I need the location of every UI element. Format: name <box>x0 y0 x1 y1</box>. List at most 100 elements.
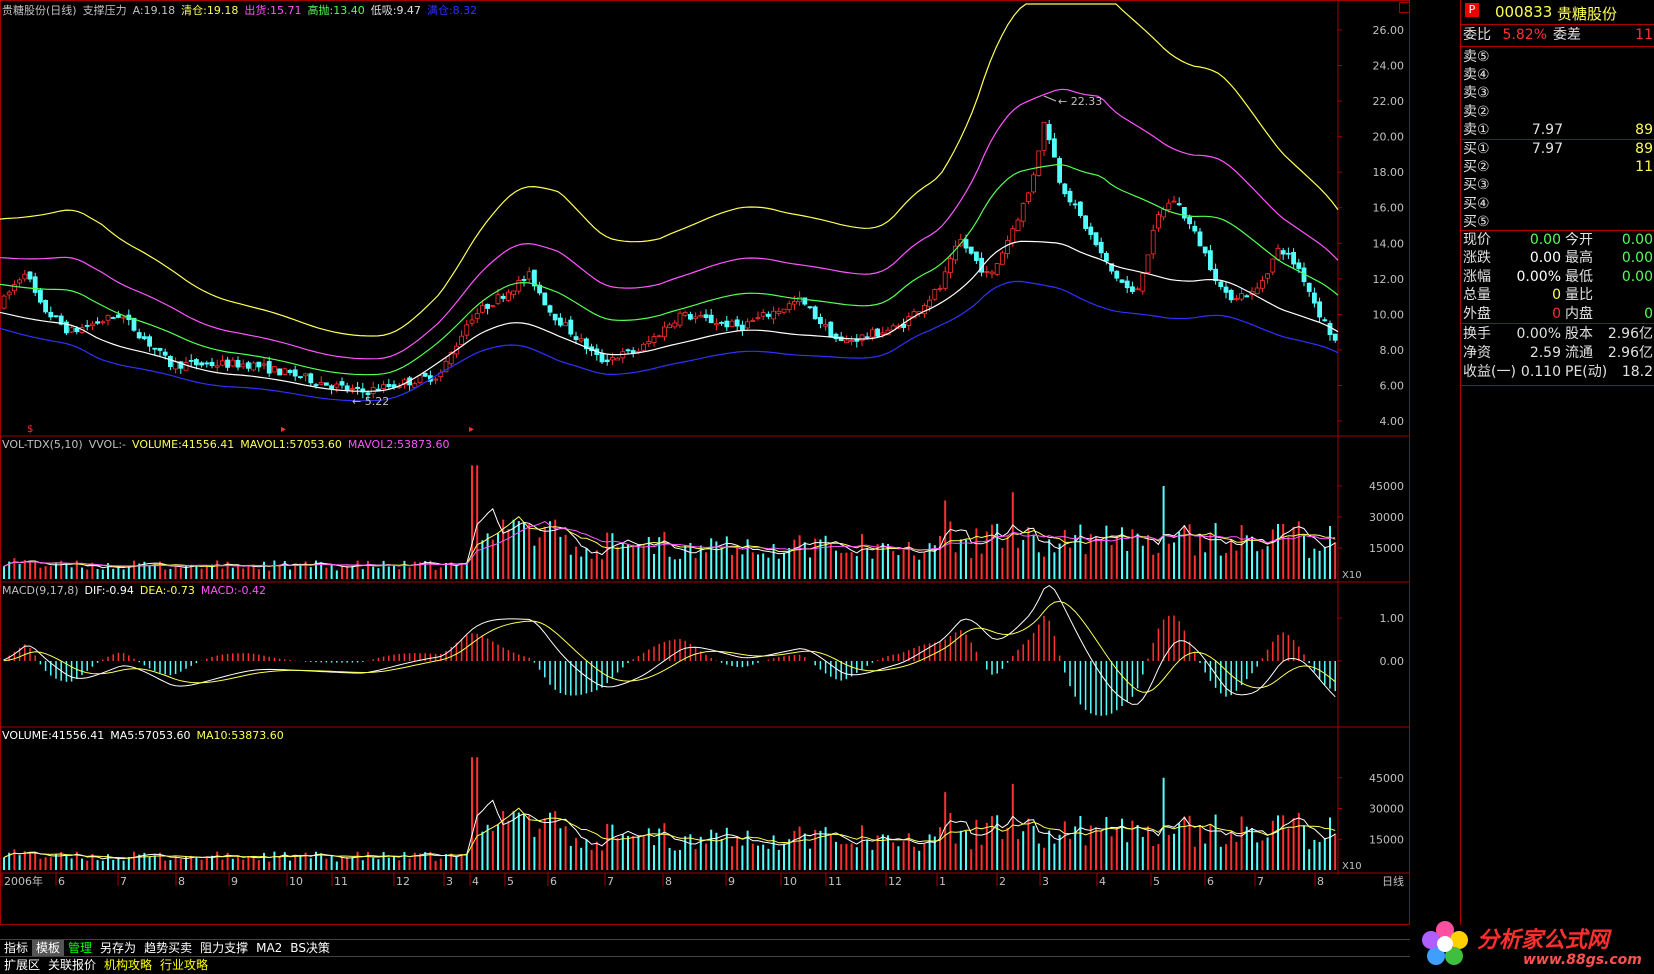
macd-tick-label: 0.00 <box>1380 655 1405 668</box>
price-tick-label: 18.00 <box>1373 166 1405 179</box>
candle-body <box>1254 287 1260 295</box>
indicator-tab-7[interactable]: BS决策 <box>290 941 330 955</box>
logo-text: 分析家公式网 <box>1477 928 1610 953</box>
candle-body <box>1109 263 1114 272</box>
candle-body <box>1176 203 1182 206</box>
candle-body <box>1130 286 1135 293</box>
vol-tick-label: 30000 <box>1369 511 1404 524</box>
candle-body <box>511 290 517 295</box>
vol-ma-line <box>3 507 1336 569</box>
extension-tab-1[interactable]: 关联报价 <box>48 958 97 972</box>
candle-body <box>901 323 906 328</box>
candle-body <box>719 322 724 324</box>
indicator-tab-2[interactable]: 管理 <box>68 941 93 955</box>
candle-body <box>766 313 771 317</box>
time-tick-label: 12 <box>888 875 902 888</box>
stat-label-2: 量比 <box>1565 287 1593 304</box>
stat-value-2: 0.00 <box>1621 232 1653 248</box>
candle-body <box>1296 262 1302 269</box>
time-tick-label: 8 <box>178 875 185 888</box>
candle-body <box>911 311 917 319</box>
price-tick-label: 8.00 <box>1380 344 1405 357</box>
share-value-2: 18.2 <box>1621 364 1653 380</box>
stat-value: 0.00 <box>1529 250 1561 267</box>
candle-body <box>11 284 17 292</box>
kline-chart-area[interactable]: 26.0024.0022.0020.0018.0016.0014.0012.00… <box>0 0 1410 925</box>
indicator-tab-0[interactable]: 指标 <box>4 941 29 955</box>
candle-body <box>1239 293 1244 300</box>
vol-header: VOL-TDX(5,10) VVOL:- VOLUME:41556.41 MAVOL1… <box>2 438 456 451</box>
candle-body <box>864 336 870 339</box>
candle-body <box>1197 231 1203 247</box>
candle-body <box>64 321 69 334</box>
candle-body <box>292 369 298 377</box>
share-value: 0.110 <box>1520 364 1561 380</box>
stock-name: 贵糖股份 <box>1557 5 1618 23</box>
candle-body <box>1119 279 1125 283</box>
candle-body <box>948 258 953 274</box>
candle-body <box>1260 280 1265 289</box>
indicator-name: 支撑压力 <box>82 4 127 17</box>
stat-value: 0 <box>1552 305 1561 322</box>
indicator-tab-3[interactable]: 另存为 <box>100 941 137 955</box>
window-restore-button[interactable] <box>1399 2 1410 13</box>
candle-body <box>43 300 48 313</box>
indicator-tab-4[interactable]: 趋势买卖 <box>144 941 193 955</box>
candle-body <box>584 338 589 350</box>
price-tick-label: 12.00 <box>1373 273 1405 286</box>
stat-label-2: 内盘 <box>1565 305 1593 322</box>
candle-body <box>532 269 537 287</box>
candle-body <box>1 295 7 309</box>
indicator-tab-6[interactable]: MA2 <box>256 941 283 955</box>
candle-body <box>833 333 839 340</box>
candle-body <box>968 246 974 254</box>
buy-label: 买③ <box>1463 177 1490 194</box>
weibi-value: 5.82% <box>1502 27 1547 43</box>
period-label: 日线 <box>1382 874 1404 888</box>
time-tick-label: 2 <box>999 875 1006 888</box>
candle-body <box>147 336 153 347</box>
price-tick-label: 22.00 <box>1373 95 1405 108</box>
chart-border <box>0 0 1410 925</box>
candle-body <box>459 335 465 345</box>
candle-body <box>1114 270 1120 279</box>
volume-value: VOLUME:41556.41 <box>132 438 235 451</box>
stat-label-2: 最低 <box>1565 268 1593 285</box>
candle-body <box>225 359 231 368</box>
ma10-value: MA10:53873.60 <box>196 729 284 742</box>
extension-tab-0[interactable]: 扩展区 <box>4 958 41 972</box>
candle-body <box>578 338 584 342</box>
indicator-tab-1[interactable]: 模板 <box>32 940 65 956</box>
candle-body <box>303 373 309 377</box>
candle-body <box>521 279 527 281</box>
sell-price: 7.97 <box>1531 121 1563 138</box>
buy-price: 7.97 <box>1531 141 1563 157</box>
candle-body <box>22 273 28 280</box>
candle-body <box>485 303 491 309</box>
time-tick-label: 10 <box>783 875 797 888</box>
candle-body <box>339 381 345 386</box>
candle-body <box>505 291 511 301</box>
extension-tab-2[interactable]: 机构攻略 <box>104 958 153 972</box>
time-tick-label: 2006年 <box>4 874 43 888</box>
extension-tab-3[interactable]: 行业攻略 <box>160 958 209 972</box>
weicha-value: 11 <box>1635 27 1653 43</box>
time-tick-label: 8 <box>665 875 672 888</box>
resistance-line-chuhuo <box>0 88 1339 360</box>
candle-body <box>558 317 563 326</box>
candle-body <box>1244 295 1250 298</box>
buy-row: 买③ <box>1461 176 1654 195</box>
candle-body <box>173 361 179 370</box>
site-logo: 分析家公式网 www.88gs.com <box>1415 916 1654 973</box>
stock-icon[interactable]: P <box>1465 3 1479 17</box>
time-tick-label: 6 <box>550 875 557 888</box>
candle-body <box>937 288 943 290</box>
vol2-unit-label: X10 <box>1342 861 1362 872</box>
indicator-tab-5[interactable]: 阻力支撑 <box>200 941 249 955</box>
vol-indicator-name: VOL-TDX(5,10) <box>2 438 83 451</box>
candle-body <box>688 314 693 320</box>
candle-body <box>1104 252 1109 262</box>
mancang-value: 满仓:8.32 <box>426 4 478 17</box>
stat-row: 现价 0.00 今开 0.00 <box>1461 231 1654 250</box>
candle-body <box>932 289 938 300</box>
